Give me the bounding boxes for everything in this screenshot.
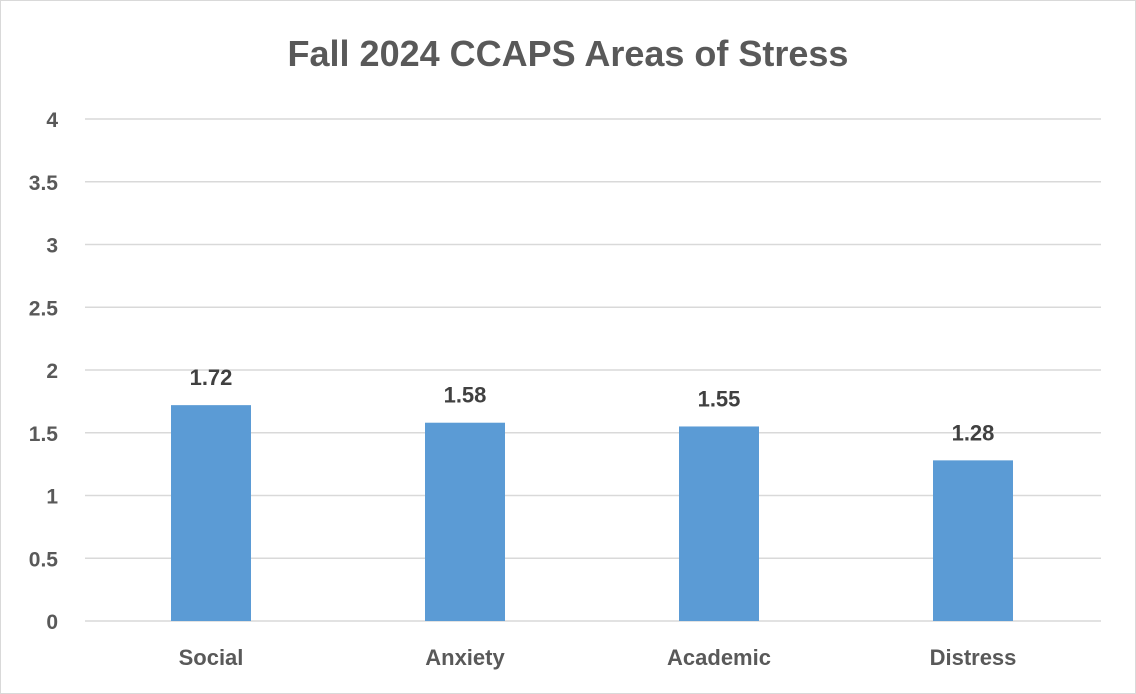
x-axis-category-labels: Social Anxiety Academic Distress — [179, 645, 1017, 670]
bars — [171, 405, 1013, 621]
bar-distress — [933, 460, 1013, 621]
chart-title: Fall 2024 CCAPS Areas of Stress — [288, 33, 849, 74]
data-label: 1.55 — [698, 386, 741, 411]
x-category-label: Academic — [667, 645, 771, 670]
y-axis-tick-labels: 0 0.5 1 1.5 2 2.5 3 3.5 4 — [29, 109, 59, 634]
data-label: 1.58 — [444, 383, 487, 408]
x-category-label: Anxiety — [425, 645, 505, 670]
bar-anxiety — [425, 422, 505, 621]
y-tick-label: 0 — [46, 611, 58, 634]
y-tick-label: 2 — [46, 360, 58, 383]
x-category-label: Distress — [930, 645, 1017, 670]
bar-academic — [679, 426, 759, 621]
y-tick-label: 4 — [46, 109, 58, 132]
y-tick-label: 1 — [46, 486, 58, 509]
y-tick-label: 0.5 — [29, 548, 59, 571]
data-label: 1.28 — [952, 420, 995, 445]
data-labels: 1.72 1.58 1.55 1.28 — [190, 365, 995, 445]
x-category-label: Social — [179, 645, 244, 670]
y-tick-label: 2.5 — [29, 297, 59, 320]
y-tick-label: 3 — [46, 235, 58, 258]
y-tick-label: 1.5 — [29, 423, 59, 446]
gridlines — [85, 118, 1101, 622]
y-tick-label: 3.5 — [29, 172, 59, 195]
data-label: 1.72 — [190, 365, 233, 390]
bar-social — [171, 405, 251, 621]
